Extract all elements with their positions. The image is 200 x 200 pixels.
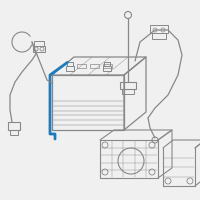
Bar xyxy=(52,75,124,130)
Bar xyxy=(103,66,111,71)
Bar xyxy=(77,64,86,68)
Bar xyxy=(104,62,110,66)
Bar xyxy=(103,64,112,68)
Bar xyxy=(150,25,168,33)
Bar xyxy=(67,62,73,66)
Bar xyxy=(120,82,136,89)
Bar xyxy=(122,89,134,94)
Bar xyxy=(8,122,20,130)
Bar xyxy=(90,64,99,68)
Bar xyxy=(33,46,45,52)
Bar xyxy=(10,130,18,135)
Bar xyxy=(100,140,158,178)
Bar xyxy=(34,41,44,46)
Bar xyxy=(152,33,166,39)
Bar xyxy=(66,66,74,71)
